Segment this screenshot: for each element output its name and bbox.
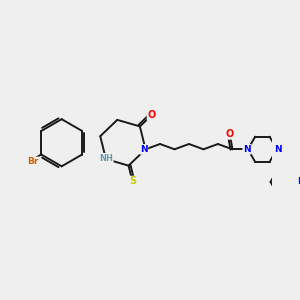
Text: Br: Br bbox=[28, 157, 39, 166]
Text: S: S bbox=[129, 176, 136, 187]
Text: N: N bbox=[274, 145, 282, 154]
Text: NH: NH bbox=[99, 154, 113, 163]
Text: N: N bbox=[243, 145, 251, 154]
Text: O: O bbox=[226, 129, 234, 139]
Text: N: N bbox=[140, 145, 148, 154]
Text: N: N bbox=[298, 177, 300, 186]
Text: O: O bbox=[148, 110, 156, 120]
